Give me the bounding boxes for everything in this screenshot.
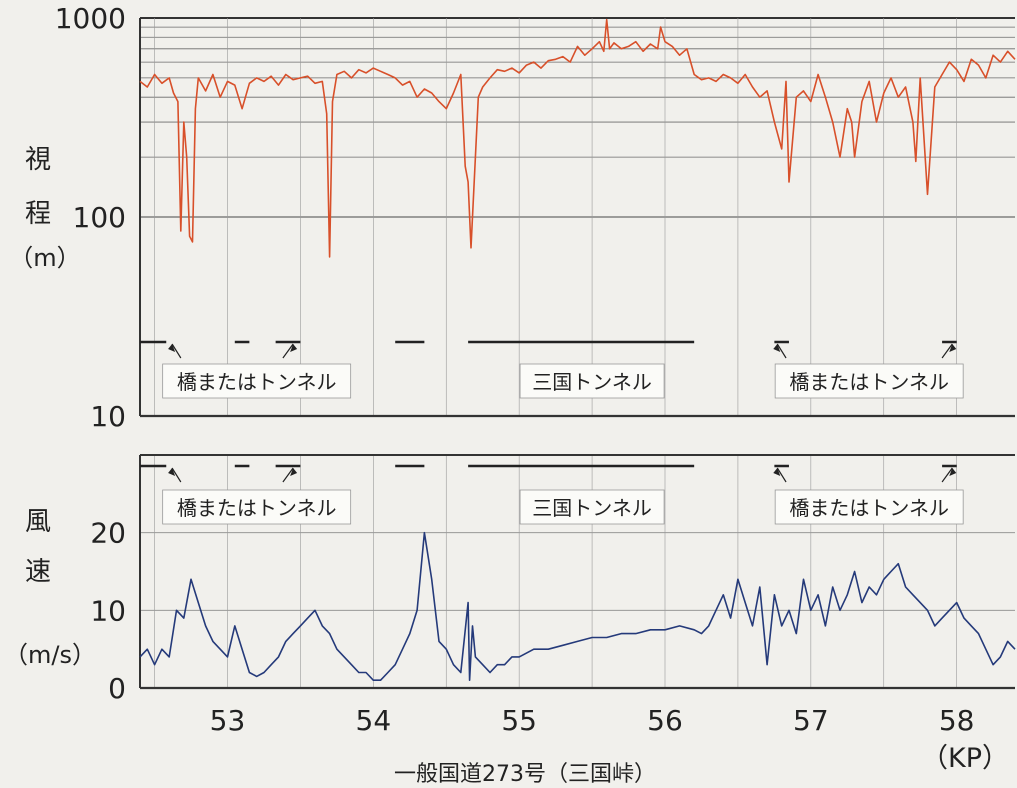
visibility-tunnel-arrow xyxy=(941,343,953,359)
x-tick-label: 55 xyxy=(501,704,537,737)
visibility-y-tick-label: 1000 xyxy=(55,2,126,35)
visibility-y-label-line: （m） xyxy=(9,244,80,272)
wind-annotation-label: 橋またはトンネル xyxy=(177,496,337,520)
wind-tunnel-markers xyxy=(140,464,957,483)
visibility-y-tick-label: 100 xyxy=(73,201,126,234)
wind-gridlines xyxy=(140,455,1015,688)
visibility-tunnel-arrow xyxy=(282,343,294,359)
wind-annotation-label: 三国トンネル xyxy=(532,496,652,520)
visibility-tunnel-arrow xyxy=(171,343,182,359)
wind-y-label-line: （m/s） xyxy=(4,641,96,669)
wind-annotation-box xyxy=(519,489,665,525)
wind-tunnel-arrow xyxy=(776,467,787,483)
x-tick-label: 54 xyxy=(356,704,392,737)
wind-tunnel-arrowhead xyxy=(168,468,176,476)
visibility-plot-frame xyxy=(139,18,1015,418)
visibility-annotation-box xyxy=(519,363,665,399)
visibility-y-label: 視程 （m） xyxy=(9,145,80,272)
visibility-tunnel-arrowhead xyxy=(290,344,298,352)
wind-plot-frame xyxy=(139,454,1015,690)
x-axis-label: 一般国道273号（三国峠） xyxy=(394,762,656,787)
visibility-line xyxy=(139,18,1016,258)
x-ticks: 53 54 55 56 57 58 xyxy=(210,704,975,737)
visibility-tunnel-arrow xyxy=(776,343,787,359)
visibility-tunnel-markers xyxy=(140,340,957,359)
visibility-y-ticks: 10 100 1000 xyxy=(55,2,126,433)
visibility-annotations: 橋またはトンネル 三国トンネル 橋またはトンネル xyxy=(162,363,964,399)
wind-y-tick-label: 20 xyxy=(90,517,126,550)
wind-tunnel-arrow xyxy=(171,467,182,483)
wind-y-label-line: 速 xyxy=(25,557,51,587)
x-tick-label: 57 xyxy=(793,704,829,737)
wind-tunnel-arrow xyxy=(941,467,953,483)
visibility-annotation-label: 三国トンネル xyxy=(532,370,652,394)
x-tick-label: 58 xyxy=(939,704,975,737)
wind-y-ticks: 0 10 20 xyxy=(90,517,126,705)
visibility-annotation-label: 橋またはトンネル xyxy=(177,370,337,394)
visibility-y-tick-label: 10 xyxy=(90,400,126,433)
wind-series xyxy=(139,531,1016,681)
x-unit-label: （KP） xyxy=(921,743,1009,774)
wind-y-tick-label: 10 xyxy=(90,594,126,627)
x-tick-label: 53 xyxy=(210,704,246,737)
wind-annotation-box xyxy=(162,489,352,525)
wind-line xyxy=(139,531,1016,681)
wind-tunnel-arrowhead xyxy=(949,468,957,476)
x-tick-label: 56 xyxy=(647,704,683,737)
visibility-y-label-line: 視 xyxy=(25,145,51,175)
visibility-tunnel-arrowhead xyxy=(949,344,957,352)
wind-y-label-line: 風 xyxy=(25,507,51,537)
visibility-y-label-line: 程 xyxy=(25,199,51,229)
wind-tunnel-arrowhead xyxy=(290,468,298,476)
visibility-annotation-box xyxy=(162,363,352,399)
wind-annotation-box xyxy=(774,489,964,525)
visibility-gridlines xyxy=(140,17,1015,416)
wind-annotation-label: 橋またはトンネル xyxy=(789,496,949,520)
wind-y-label: 風速 （m/s） xyxy=(4,507,96,669)
visibility-tunnel-arrowhead xyxy=(168,344,176,352)
wind-tunnel-arrow xyxy=(282,467,294,483)
wind-y-tick-label: 0 xyxy=(108,672,126,705)
wind-tunnel-arrowhead xyxy=(773,468,781,476)
wind-annotations: 橋またはトンネル 三国トンネル 橋またはトンネル xyxy=(162,489,964,525)
visibility-annotation-label: 橋またはトンネル xyxy=(789,370,949,394)
visibility-tunnel-arrowhead xyxy=(773,344,781,352)
visibility-annotation-box xyxy=(774,363,964,399)
visibility-series xyxy=(139,18,1016,258)
